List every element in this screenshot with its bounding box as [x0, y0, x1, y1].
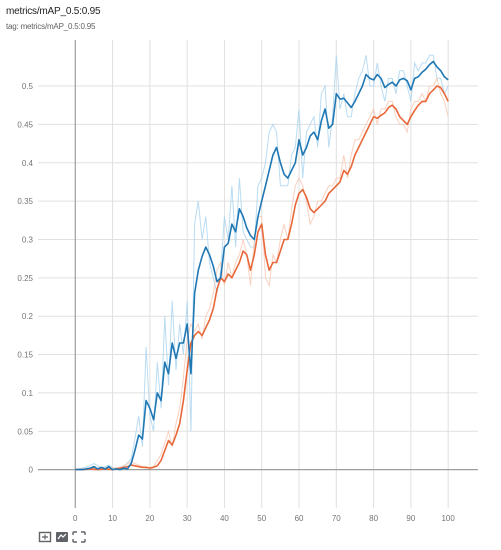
y-tick-label: 0.5 [22, 82, 34, 91]
x-tick-label: 100 [441, 514, 455, 523]
x-tick-labels: 0 10 20 30 40 50 60 70 80 90 100 [73, 514, 455, 523]
fit-domain-icon[interactable] [72, 531, 86, 543]
x-tick-label: 20 [145, 514, 154, 523]
x-tick-label: 70 [332, 514, 341, 523]
x-tick-label: 90 [406, 514, 415, 523]
y-tick-label: 0.35 [17, 197, 33, 206]
x-tick-label: 80 [369, 514, 378, 523]
y-tick-label: 0.3 [22, 235, 34, 244]
series-blue-smoothed-line [75, 60, 449, 471]
x-tick-label: 60 [295, 514, 304, 523]
x-tick-label: 10 [108, 514, 117, 523]
y-tick-label: 0.1 [22, 389, 34, 398]
series-blue-raw-line [75, 54, 449, 471]
y-tick-labels: 0 0.05 0.1 0.15 0.2 0.25 0.3 0.35 0.4 0.45 0.5 [17, 82, 33, 475]
y-tick-label: 0 [29, 466, 34, 475]
chart-tag: tag: metrics/mAP_0.5:0.95 [6, 22, 96, 31]
raw-series-layer [75, 54, 449, 471]
x-tick-label: 40 [220, 514, 229, 523]
expand-icon[interactable] [38, 531, 52, 543]
toggle-log-icon[interactable] [55, 531, 69, 543]
axis-layer [38, 40, 478, 508]
chart-title: metrics/mAP_0.5:0.95 [6, 6, 101, 17]
series-orange-smoothed-line [75, 85, 449, 471]
y-tick-label: 0.15 [17, 351, 33, 360]
y-tick-label: 0.2 [22, 312, 34, 321]
series-layer [75, 60, 449, 471]
x-tick-label: 50 [257, 514, 266, 523]
y-tick-label: 0.45 [17, 120, 33, 129]
y-tick-label: 0.05 [17, 427, 33, 436]
x-tick-label: 30 [183, 514, 192, 523]
y-tick-label: 0.4 [22, 159, 34, 168]
grid-layer [38, 40, 478, 508]
series-orange-raw-line [75, 76, 449, 471]
y-tick-label: 0.25 [17, 274, 33, 283]
x-tick-label: 0 [73, 514, 78, 523]
